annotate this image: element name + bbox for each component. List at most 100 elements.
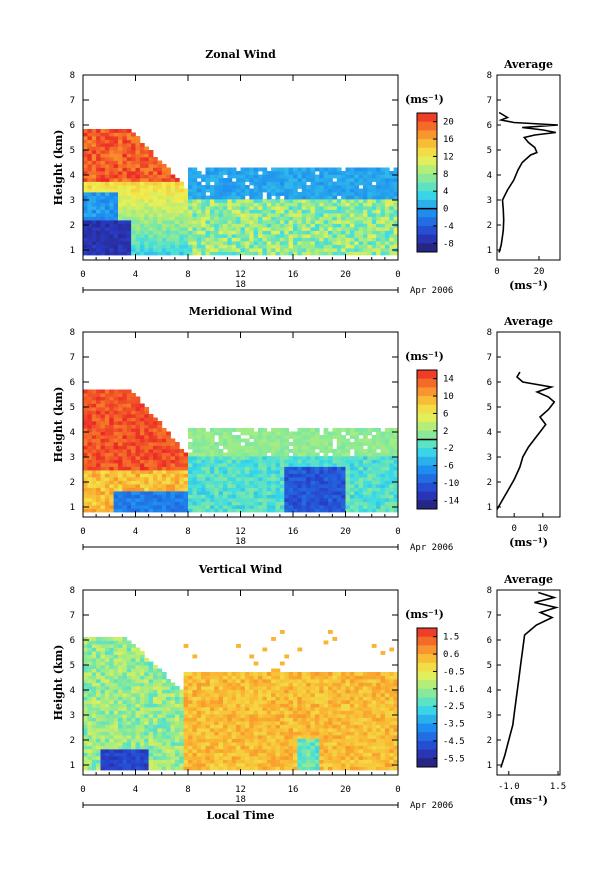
x-tick-label: 0: [80, 785, 85, 795]
profile-title: Average: [503, 573, 553, 586]
colorbar-tick-label: 0.6: [443, 650, 459, 660]
profile-x-tick-label: 20: [534, 267, 545, 277]
profile-y-tick-label: 4: [487, 171, 492, 181]
panel-title: Vertical Wind: [198, 563, 283, 576]
x-tick-label: 12: [235, 527, 246, 537]
x-tick-label: 0: [395, 270, 400, 280]
y-tick-label: 6: [70, 121, 75, 131]
profile-y-tick-label: 7: [487, 353, 492, 363]
profile-y-tick-label: 1: [487, 761, 492, 771]
profile-x-tick-label: 0: [494, 267, 499, 277]
colorbar-tick-label: -14: [443, 496, 459, 506]
y-tick-label: 1: [70, 246, 75, 256]
y-tick-label: 2: [70, 221, 75, 231]
y-tick-label: 3: [70, 453, 75, 463]
average-profile: Average 1 2 3 4 5 6 7 8 0 10 (ms⁻¹): [487, 315, 561, 549]
y-tick-label: 7: [70, 96, 75, 106]
colorbar-tick-label: -3.5: [443, 720, 465, 730]
colorbar-tick-label: 8: [443, 170, 448, 180]
wind-field: [83, 630, 399, 771]
x-tick-label: 16: [288, 527, 299, 537]
y-axis-label: Height (km): [52, 645, 65, 721]
profile-y-tick-label: 1: [487, 503, 492, 513]
colorbar-tick-label: 16: [443, 135, 454, 145]
profile-y-tick-label: 5: [487, 146, 492, 156]
x-tick-label: 16: [288, 785, 299, 795]
profile-y-tick-label: 6: [487, 636, 492, 646]
profile-x-axis-label: (ms⁻¹): [509, 536, 548, 549]
x-tick-label: 0: [80, 527, 85, 537]
profile-y-tick-label: 8: [487, 586, 492, 596]
x-tick-label: 0: [395, 527, 400, 537]
profile-y-tick-label: 6: [487, 121, 492, 131]
profile-line: [498, 111, 558, 253]
y-tick-label: 1: [70, 503, 75, 513]
y-tick-label: 2: [70, 736, 75, 746]
profile-x-axis-label: (ms⁻¹): [509, 794, 548, 807]
wind-field: [83, 129, 399, 256]
y-tick-label: 5: [70, 661, 75, 671]
x-tick-label: 12: [235, 270, 246, 280]
y-tick-label: 7: [70, 353, 75, 363]
profile-y-tick-label: 2: [487, 221, 492, 231]
colorbar-tick-label: -0.5: [443, 667, 465, 677]
colorbar-tick-label: -5.5: [443, 754, 465, 764]
profile-x-tick-label: 0: [511, 524, 516, 534]
y-tick-label: 8: [70, 71, 75, 81]
colorbar: 1.5 0.6 -0.5 -1.6 -2.5 -3.5 -4.5 -5.5: [416, 627, 465, 768]
profile-y-tick-label: 7: [487, 96, 492, 106]
y-tick-label: 4: [70, 428, 75, 438]
x-tick-label: 20: [340, 527, 351, 537]
profile-y-tick-label: 4: [487, 686, 492, 696]
colorbar-tick-label: -10: [443, 479, 459, 489]
profile-y-tick-label: 3: [487, 711, 492, 721]
profile-y-tick-label: 2: [487, 478, 492, 488]
profile-line: [500, 591, 560, 768]
colorbar-tick-label: -2: [443, 444, 454, 454]
panel-title: Zonal Wind: [205, 48, 276, 61]
date-day: 18: [235, 795, 246, 805]
x-tick-label: 20: [340, 785, 351, 795]
y-tick-label: 3: [70, 196, 75, 206]
y-axis-label: Height (km): [52, 130, 65, 206]
profile-y-tick-label: 5: [487, 661, 492, 671]
profile-x-tick-label: -1.0: [498, 782, 520, 792]
y-tick-label: 2: [70, 478, 75, 488]
date-label: Apr 2006: [410, 543, 453, 553]
profile-x-tick-label: 10: [537, 524, 548, 534]
colorbar: 20 16 12 8 4 0 -4 -8: [416, 112, 454, 253]
profile-y-tick-label: 3: [487, 453, 492, 463]
colorbar: 14 10 6 2 -2 -6 -10 -14: [416, 369, 459, 510]
date-label: Apr 2006: [410, 286, 453, 296]
y-axis-label: Height (km): [52, 387, 65, 463]
profile-y-tick-label: 4: [487, 428, 492, 438]
profile-y-tick-label: 2: [487, 736, 492, 746]
colorbar-tick-label: 0: [443, 205, 448, 215]
y-tick-label: 8: [70, 328, 75, 338]
colorbar-tick-label: -6: [443, 462, 454, 472]
x-tick-label: 4: [133, 527, 138, 537]
x-axis-label: Local Time: [207, 809, 275, 822]
y-tick-label: 3: [70, 711, 75, 721]
colorbar-tick-label: -1.6: [443, 685, 465, 695]
panel-title: Meridional Wind: [189, 305, 293, 318]
x-tick-label: 0: [395, 785, 400, 795]
y-tick-label: 4: [70, 171, 75, 181]
y-tick-label: 6: [70, 378, 75, 388]
profile-y-tick-label: 6: [487, 378, 492, 388]
colorbar-tick-label: -4.5: [443, 737, 465, 747]
y-tick-label: 6: [70, 636, 75, 646]
colorbar-tick-label: 10: [443, 392, 454, 402]
profile-y-tick-label: 8: [487, 71, 492, 81]
date-label: Apr 2006: [410, 801, 453, 811]
profile-title: Average: [503, 58, 553, 71]
x-tick-label: 8: [185, 785, 190, 795]
profile-x-axis-label: (ms⁻¹): [509, 279, 548, 292]
x-tick-label: 8: [185, 527, 190, 537]
y-tick-label: 5: [70, 146, 75, 156]
date-day: 18: [235, 280, 246, 290]
x-tick-label: 0: [80, 270, 85, 280]
colorbar-tick-label: 1.5: [443, 633, 459, 643]
